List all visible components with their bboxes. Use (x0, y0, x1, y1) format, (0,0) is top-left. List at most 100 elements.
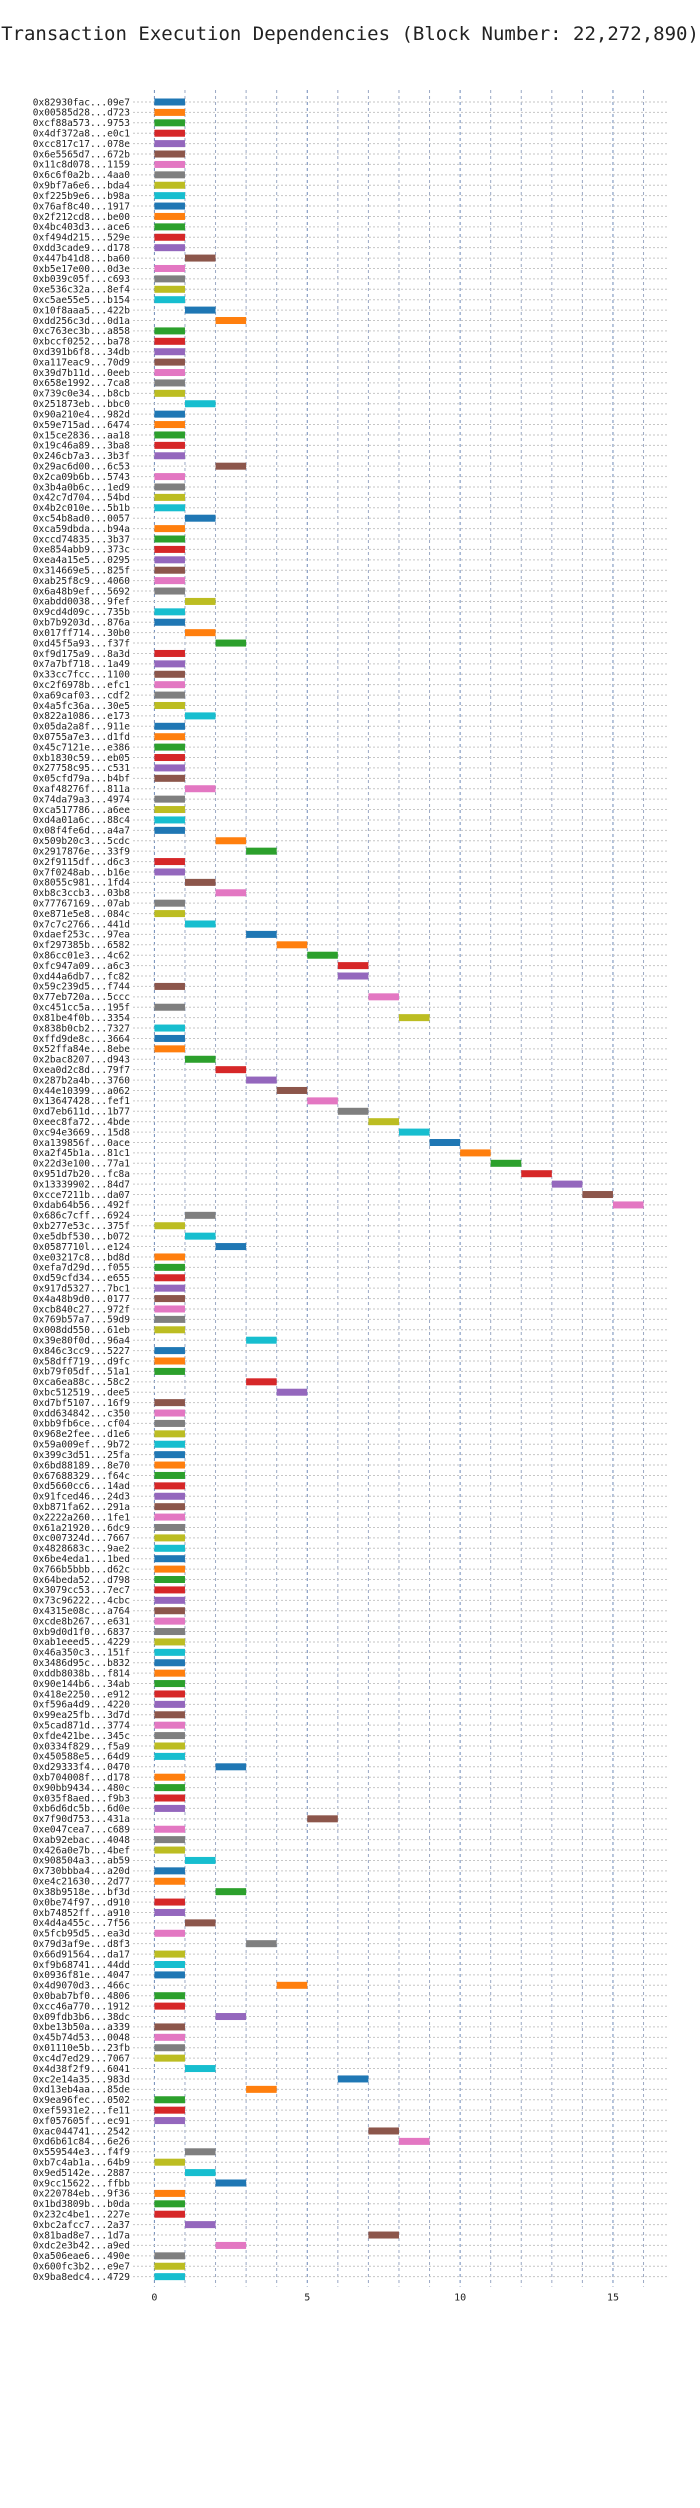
transaction-bar (337, 1107, 369, 1115)
transaction-bar (154, 1284, 185, 1292)
transaction-bar (307, 951, 338, 959)
transaction-bar (337, 962, 369, 970)
transaction-bar (154, 1825, 185, 1833)
y-tick-label: 0x686c7cff...6924 (33, 1211, 131, 1222)
y-tick-label: 0xe047cea7...c689 (33, 1825, 131, 1836)
transaction-bar (154, 140, 185, 148)
transaction-bar (154, 826, 185, 834)
y-tick-label: 0x4d9070d3...466c (33, 1981, 130, 1992)
y-tick-label: 0x8055c981...1fd4 (33, 878, 131, 889)
transaction-bar (154, 285, 185, 293)
transaction-bar (154, 1419, 185, 1427)
transaction-bar (154, 2096, 185, 2104)
transaction-bar (154, 1503, 185, 1511)
transaction-bar (154, 1617, 185, 1625)
transaction-bar (154, 2002, 185, 2010)
y-tick-label: 0x44e10399...a062 (33, 1086, 130, 1097)
transaction-bar (582, 1191, 613, 1199)
transaction-bar (154, 660, 185, 668)
transaction-bar (154, 1586, 185, 1594)
transaction-bar (154, 223, 185, 231)
transaction-bar (154, 1471, 185, 1479)
transaction-bar (154, 212, 185, 220)
y-tick-label: 0x4a48b9d0...0177 (33, 1294, 130, 1305)
y-tick-label: 0x67688329...f64c (33, 1471, 130, 1482)
transaction-bar (154, 1992, 185, 2000)
y-tick-label: 0xea4a15e5...0295 (33, 555, 130, 566)
y-tick-label: 0x035f8aed...f9b3 (33, 1793, 130, 1804)
transaction-bar (154, 982, 185, 990)
transaction-bar (368, 993, 399, 1001)
y-tick-label: 0xc007324d...7667 (33, 1533, 130, 1544)
transaction-bar (154, 337, 185, 345)
transaction-bar (154, 119, 185, 127)
y-tick-label: 0x59c239d5...f744 (33, 982, 131, 993)
transaction-bar (154, 2023, 185, 2031)
y-tick-label: 0xcce7211b...da07 (33, 1190, 130, 1201)
transaction-bar (368, 2127, 399, 2135)
transaction-bar (184, 597, 216, 605)
y-tick-label: 0x4bc403d3...ace6 (33, 222, 131, 233)
transaction-bar (184, 1055, 216, 1063)
y-tick-label: 0x0755a7e3...d1fd (33, 732, 130, 743)
transaction-bar (154, 1357, 185, 1365)
transaction-bar (154, 1430, 185, 1438)
y-tick-label: 0x01110e5b...23fb (33, 2043, 131, 2054)
y-tick-label: 0x74da79a3...4974 (33, 794, 131, 805)
y-tick-label: 0x2f212cd8...be00 (33, 212, 131, 223)
transaction-bar (154, 681, 185, 689)
y-tick-label: 0x450588e5...64d9 (33, 1752, 131, 1763)
transaction-bar (154, 1295, 185, 1303)
y-tick-label: 0xf057605f...ec91 (33, 2116, 131, 2127)
y-tick-label: 0xcc46a770...1912 (33, 2001, 130, 2012)
transaction-bar (398, 1014, 430, 1022)
y-tick-label: 0x220784eb...9f36 (33, 2189, 131, 2200)
transaction-bar (368, 1118, 399, 1126)
y-tick-label: 0xdaef253c...97ea (33, 930, 130, 941)
transaction-bar (154, 1315, 185, 1323)
y-tick-label: 0x1bd3809b...b0da (33, 2199, 130, 2210)
transaction-bar (246, 1336, 277, 1344)
transaction-bar (154, 1576, 185, 1584)
y-tick-label: 0xdab64b56...492f (33, 1200, 130, 1211)
transaction-bar (154, 1908, 185, 1916)
transaction-bar (337, 2075, 369, 2083)
y-tick-label: 0x39d7b11d...0eeb (33, 368, 131, 379)
transaction-bar (184, 712, 216, 720)
transaction-bar (154, 806, 185, 814)
transaction-bar (215, 317, 247, 325)
transaction-bar (154, 1222, 185, 1230)
transaction-bar (154, 389, 185, 397)
transaction-bar (154, 1711, 185, 1719)
y-tick-label: 0xcb840c27...972f (33, 1304, 130, 1315)
transaction-bar (184, 2221, 216, 2229)
transaction-bar (154, 358, 185, 366)
transaction-bar (154, 1024, 185, 1032)
transaction-bar (184, 254, 216, 262)
y-tick-label: 0x2f9115df...d6c3 (33, 857, 130, 868)
x-tick-label: 15 (607, 2293, 619, 2304)
transaction-bar (154, 1638, 185, 1646)
transaction-bar (154, 754, 185, 762)
y-tick-label: 0x05cfd79a...b4bf (33, 774, 130, 785)
transaction-bar (154, 431, 185, 439)
transaction-bar (154, 733, 185, 741)
y-tick-label: 0x6a48b9ef...5692 (33, 586, 130, 597)
y-tick-label: 0xb8c3ccb3...03b8 (33, 888, 131, 899)
y-tick-label: 0x658e1992...7ca8 (33, 378, 131, 389)
y-tick-label: 0x4a5fc36a...30e5 (33, 701, 130, 712)
y-tick-label: 0x917d5327...7bc1 (33, 1283, 131, 1294)
transaction-bar (184, 785, 216, 793)
transaction-bar (154, 1721, 185, 1729)
transaction-bar (154, 2210, 185, 2218)
transaction-bar (154, 1492, 185, 1500)
y-tick-label: 0xffd9de8c...3664 (33, 1034, 131, 1045)
y-tick-label: 0xe03217c8...bd8d (33, 1252, 130, 1263)
y-tick-label: 0x2ca09b6b...5743 (33, 472, 130, 483)
y-tick-label: 0xa69caf03...cdf2 (33, 690, 130, 701)
transaction-bar (154, 1950, 185, 1958)
y-tick-label: 0x90e144b6...34ab (33, 1679, 131, 1690)
transaction-bar (184, 306, 216, 314)
transaction-bar (154, 1960, 185, 1968)
y-tick-label: 0x4d4a455c...7f56 (33, 1918, 131, 1929)
